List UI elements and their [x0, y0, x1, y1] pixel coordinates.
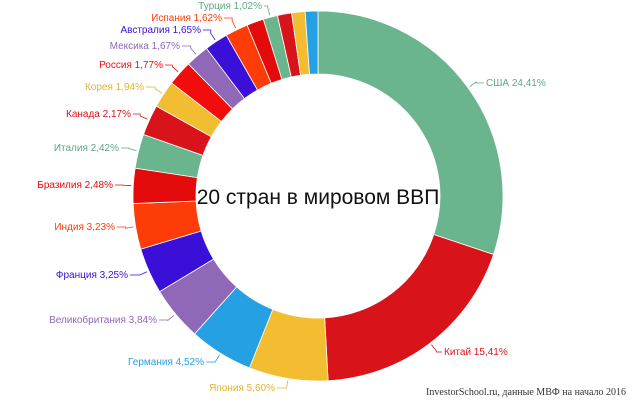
slice-label: Канада 2,17%: [66, 109, 131, 120]
slice-label: Турция 1,02%: [198, 1, 262, 12]
slice-label: США 24,41%: [486, 78, 546, 89]
leader-line: [203, 29, 216, 41]
slice-США: [317, 10, 504, 255]
slice-label: Корея 1,94%: [85, 82, 144, 93]
slice-other-19: [304, 10, 319, 75]
slice-label: Индия 3,23%: [54, 222, 115, 233]
slice-label: Великобритания 3,84%: [49, 314, 157, 326]
chart-title: 20 стран в мировом ВВП: [197, 186, 440, 209]
source-caption: InvestorSchool.ru, данные МВФ на начало …: [426, 387, 626, 398]
slice-label: Япония 5,60%: [209, 383, 275, 394]
leader-line: [206, 354, 220, 363]
slice-label: Франция 3,25%: [56, 270, 128, 281]
slice-label: Бразилия 2,48%: [37, 180, 113, 191]
slice-label: Испания 1,62%: [151, 13, 222, 24]
leader-line: [115, 184, 132, 187]
slice-Китай: [324, 234, 495, 382]
slice-labels: США 24,41% Китай 15,41% Япония 5,60% Герман…: [37, 1, 546, 394]
slice-label: Австралия 1,65%: [120, 25, 201, 36]
leader-line: [130, 271, 148, 276]
leader-line: [469, 81, 484, 87]
leader-line: [121, 147, 137, 152]
leader-line: [277, 380, 289, 389]
leader-line: [159, 315, 175, 322]
leader-lines: [115, 5, 484, 389]
leader-line: [224, 17, 237, 29]
leader-line: [182, 45, 197, 55]
leader-line: [146, 86, 163, 94]
slice-label: Италия 2,42%: [54, 143, 119, 154]
leader-line: [165, 64, 179, 73]
leader-line: [431, 344, 442, 353]
slice-label: Германия 4,52%: [128, 357, 204, 368]
leader-line: [117, 226, 134, 229]
slice-label: Россия 1,77%: [99, 60, 163, 71]
slice-label: Китай 15,41%: [444, 347, 508, 358]
leader-line: [133, 113, 148, 120]
leader-line: [264, 5, 271, 16]
slice-label: Мексика 1,67%: [110, 41, 180, 52]
donut-slices: [132, 10, 504, 382]
